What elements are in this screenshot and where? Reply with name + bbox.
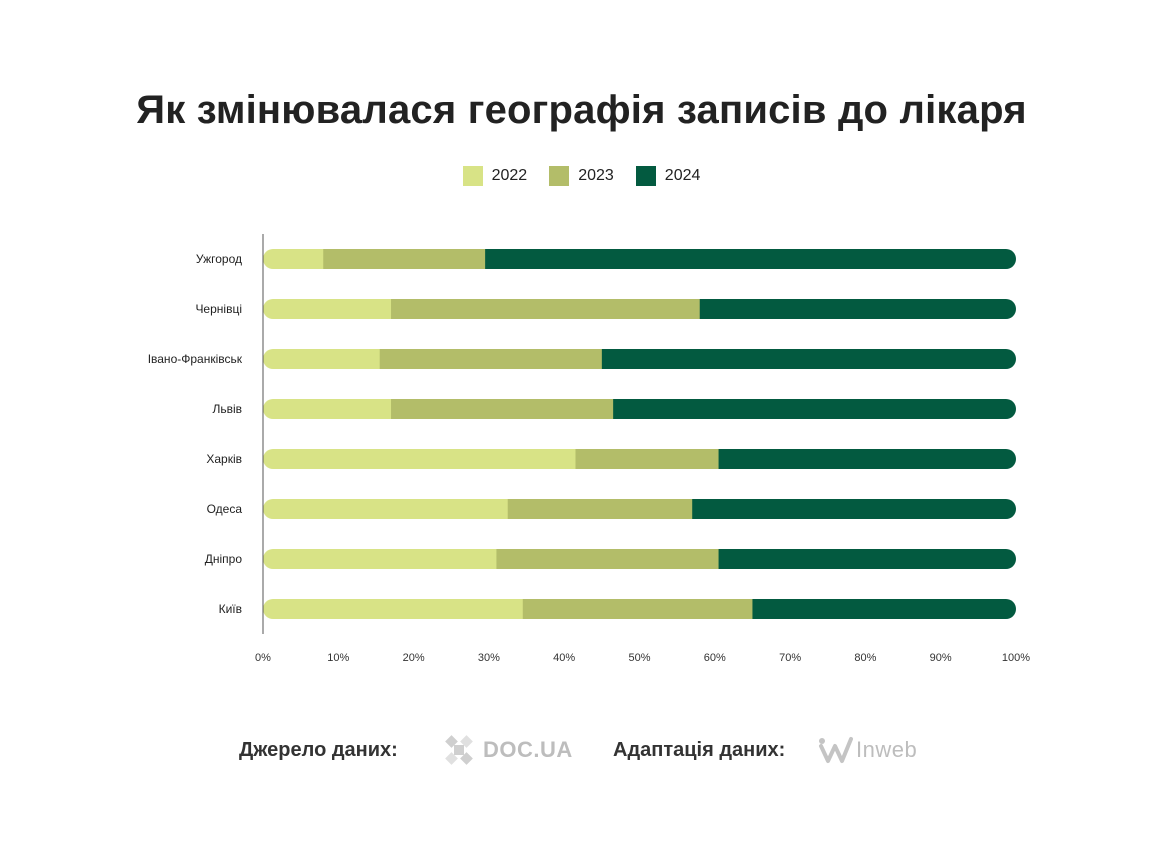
bar-row-7	[263, 599, 1016, 619]
footer: Джерело даних: DOC.UA Адаптація даних: I…	[0, 728, 1163, 772]
inweb-logo: Inweb	[818, 734, 917, 766]
x-tick-label-0: 0%	[255, 652, 271, 664]
bar-cap-2022-1	[371, 299, 392, 319]
category-label-2: Івано-Франківськ	[148, 352, 243, 366]
bar-2023-6	[496, 549, 720, 569]
bar-cap-2022-0	[303, 249, 324, 269]
adaptation-label: Адаптація даних:	[613, 739, 786, 761]
category-label-3: Львів	[212, 402, 242, 416]
x-tick-label-6: 60%	[704, 652, 726, 664]
bar-cap-2022-4	[555, 449, 576, 469]
legend-swatch-2024	[635, 166, 656, 186]
x-tick-label-1: 10%	[327, 652, 349, 664]
bar-2023-7	[522, 599, 754, 619]
bar-2022-2	[263, 349, 381, 369]
bar-row-5	[263, 499, 1016, 519]
bar-2024-3	[613, 399, 1016, 419]
legend-label-2024: 2024	[664, 167, 701, 184]
legend-item-2023: 2023	[549, 166, 614, 186]
bar-2022-6	[263, 549, 498, 569]
bar-2022-1	[263, 299, 393, 319]
bar-row-3	[263, 399, 1016, 419]
x-tick-label-5: 50%	[628, 652, 650, 664]
bar-2024-1	[699, 299, 1016, 319]
category-label-4: Харків	[206, 452, 242, 466]
bar-2022-5	[263, 499, 509, 519]
category-label-6: Дніпро	[205, 552, 243, 566]
bar-cap-2022-3	[371, 399, 392, 419]
bar-2023-3	[391, 399, 615, 419]
docua-logo-text: DOC.UA	[483, 737, 573, 762]
bar-2023-1	[391, 299, 701, 319]
source-label: Джерело даних:	[239, 739, 398, 761]
bar-2023-0	[323, 249, 487, 269]
x-tick-label-4: 40%	[553, 652, 575, 664]
bar-2024-5	[692, 499, 1016, 519]
bar-row-0	[263, 249, 1016, 269]
bar-row-2	[263, 349, 1016, 369]
inweb-logo-text: Inweb	[856, 737, 918, 762]
chart-plot: Ужгород Чернівці Івано-Франківськ Львів Харк…	[148, 234, 1030, 664]
docua-logo: DOC.UA	[443, 734, 573, 766]
bar-2024-7	[752, 599, 1016, 619]
x-tick-label-10: 100%	[1002, 652, 1030, 664]
legend-label-2023: 2023	[578, 167, 614, 184]
x-tick-label-3: 30%	[478, 652, 500, 664]
docua-cross-icon	[445, 735, 473, 765]
legend-swatch-2022	[462, 166, 483, 186]
bar-cap-2022-2	[359, 349, 380, 369]
x-tick-label-7: 70%	[779, 652, 801, 664]
bar-2023-2	[379, 349, 603, 369]
x-tick-label-2: 20%	[403, 652, 425, 664]
category-label-0: Ужгород	[196, 252, 242, 266]
bar-2024-0	[485, 249, 1016, 269]
bar-row-4	[263, 449, 1016, 469]
bar-2022-4	[263, 449, 577, 469]
legend: 2022 2023 2024	[0, 166, 1163, 186]
bar-2023-5	[507, 499, 694, 519]
bar-cap-2022-5	[487, 499, 508, 519]
chart-title: Як змінювалася географія записів до ліка…	[136, 88, 1027, 132]
category-label-1: Чернівці	[195, 302, 242, 316]
bar-2023-4	[575, 449, 720, 469]
bar-2024-4	[718, 449, 1016, 469]
legend-item-2024: 2024	[635, 166, 701, 186]
bar-2024-2	[601, 349, 1016, 369]
category-label-5: Одеса	[207, 502, 243, 516]
bar-row-6	[263, 549, 1016, 569]
category-label-7: Київ	[219, 602, 242, 616]
legend-swatch-2023	[549, 166, 570, 186]
bar-2022-7	[263, 599, 524, 619]
bar-2024-6	[718, 549, 1016, 569]
x-tick-label-9: 90%	[930, 652, 952, 664]
bar-cap-2022-6	[476, 549, 497, 569]
bar-2022-3	[263, 399, 393, 419]
bar-row-1	[263, 299, 1016, 319]
inweb-w-icon	[819, 737, 853, 763]
bar-cap-2022-7	[502, 599, 523, 619]
legend-label-2022: 2022	[491, 167, 528, 184]
x-tick-label-8: 80%	[854, 652, 876, 664]
legend-item-2022: 2022	[462, 166, 528, 186]
